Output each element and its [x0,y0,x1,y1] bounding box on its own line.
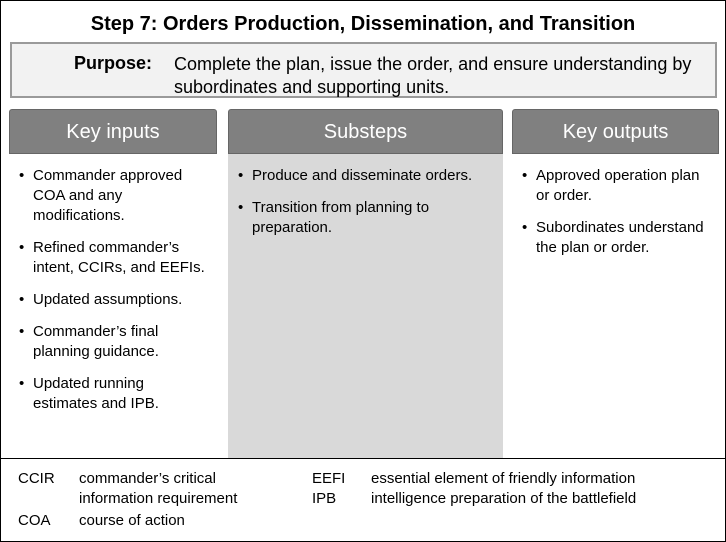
bullet-item: Produce and disseminate orders. [236,166,497,186]
bullet-item: Commander approved COA and any modificat… [17,166,211,226]
glossary-definition: essential element of friendly informatio… [371,470,636,487]
divider [1,458,725,459]
column-body: Produce and disseminate orders. Transitio… [228,154,503,458]
glossary-term: IPB [312,490,337,507]
column-heading: Substeps [228,109,503,154]
glossary-term: EEFI [312,470,346,487]
bullet-item: Refined commander’s intent, CCIRs, and E… [17,238,211,278]
column-body: Commander approved COA and any modificat… [9,154,217,458]
bullet-item: Transition from planning to preparation. [236,198,497,238]
column-body: Approved operation plan or order. Subordi… [512,154,719,458]
glossary-definition: course of action [79,512,185,529]
purpose-box: Purpose: Complete the plan, issue the or… [10,42,717,98]
bullet-item: Updated running estimates and IPB. [17,374,211,414]
purpose-label: Purpose: [74,53,153,73]
glossary-term: CCIR [18,470,55,487]
glossary-definition: commander’s critical information require… [79,470,238,507]
bullet-item: Subordinates understand the plan or orde… [520,218,713,258]
bullet-item: Approved operation plan or order. [520,166,713,206]
glossary-definition: intelligence preparation of the battlefi… [371,490,637,507]
bullet-item: Commander’s final planning guidance. [17,322,211,362]
title: Step 7: Orders Production, Dissemination… [90,13,636,35]
glossary-term: COA [18,512,51,529]
column-heading: Key outputs [512,109,719,154]
purpose-text: Complete the plan, issue the order, and … [174,54,692,97]
column-heading: Key inputs [9,109,217,154]
bullet-item: Updated assumptions. [17,290,211,310]
